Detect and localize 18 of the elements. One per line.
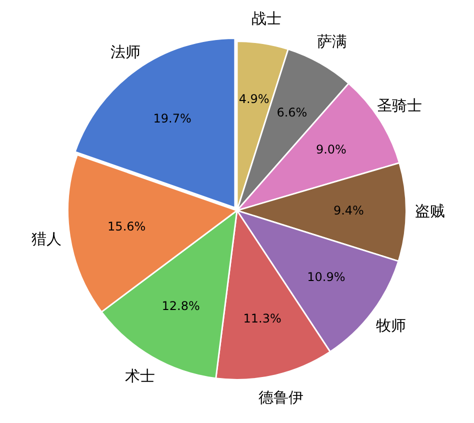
data-label: 9.4%: [333, 204, 364, 218]
data-label: 15.6%: [108, 220, 146, 234]
slice-label: 猎人: [31, 230, 62, 248]
data-label: 4.9%: [238, 92, 270, 106]
data-label: 6.6%: [276, 105, 308, 120]
slice-label: 法师: [110, 43, 140, 62]
data-label: 9.0%: [316, 142, 346, 157]
data-label: 11.3%: [243, 311, 282, 326]
slice-label: 萨满: [316, 32, 347, 50]
data-label: 12.8%: [162, 299, 200, 314]
data-label: 10.9%: [307, 270, 346, 284]
slice-label: 德鲁伊: [258, 388, 304, 406]
slice-label: 战士: [252, 10, 282, 28]
slice-label: 盗贼: [414, 202, 445, 220]
slice-label: 术士: [125, 367, 156, 386]
slice-label: 圣骑士: [377, 96, 422, 115]
slice-label: 牧师: [376, 316, 406, 335]
data-label: 19.7%: [153, 112, 192, 126]
